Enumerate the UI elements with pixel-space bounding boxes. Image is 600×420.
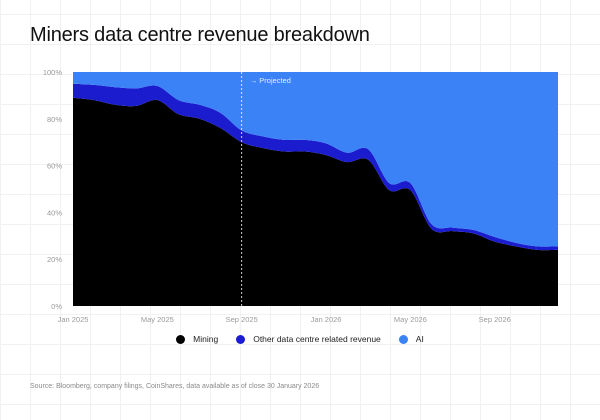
x-tick-label: Jan 2026 <box>311 315 342 324</box>
legend-item-mining: Mining <box>176 334 218 344</box>
legend-item-other: Other data centre related revenue <box>236 334 381 344</box>
y-tick-label: 40% <box>47 208 62 217</box>
area-other-data-centre-related-revenue <box>73 83 558 251</box>
x-tick-label: Sep 2025 <box>226 315 258 324</box>
legend-label: AI <box>415 334 424 344</box>
y-tick-label: 100% <box>43 68 63 77</box>
source-note: Source: Bloomberg, company filings, Coin… <box>30 383 320 390</box>
projected-annotation: → Projected <box>250 76 291 85</box>
legend-dot-ai <box>398 334 408 344</box>
legend-label: Other data centre related revenue <box>253 334 381 344</box>
legend-item-ai: AI <box>398 334 424 344</box>
area-ai <box>73 72 558 247</box>
x-tick-label: May 2025 <box>141 315 174 324</box>
legend-dot-mining <box>176 334 186 344</box>
y-tick-label: 20% <box>47 255 62 264</box>
y-tick-label: 60% <box>47 162 62 171</box>
chart-title: Miners data centre revenue breakdown <box>30 24 370 46</box>
legend: Mining Other data centre related revenue… <box>0 334 600 344</box>
y-tick-label: 80% <box>47 115 62 124</box>
area-mining <box>73 97 558 307</box>
x-tick-label: Jan 2025 <box>58 315 89 324</box>
x-tick-label: May 2026 <box>394 315 427 324</box>
x-tick-label: Sep 2026 <box>479 315 511 324</box>
stacked-area-chart: 0% 20% 40% 60% 80% 100% Jan 2025 May 2025 Sep 20… <box>43 68 558 324</box>
legend-label: Mining <box>193 334 219 344</box>
y-tick-label: 0% <box>51 302 62 311</box>
legend-dot-other <box>236 334 246 344</box>
